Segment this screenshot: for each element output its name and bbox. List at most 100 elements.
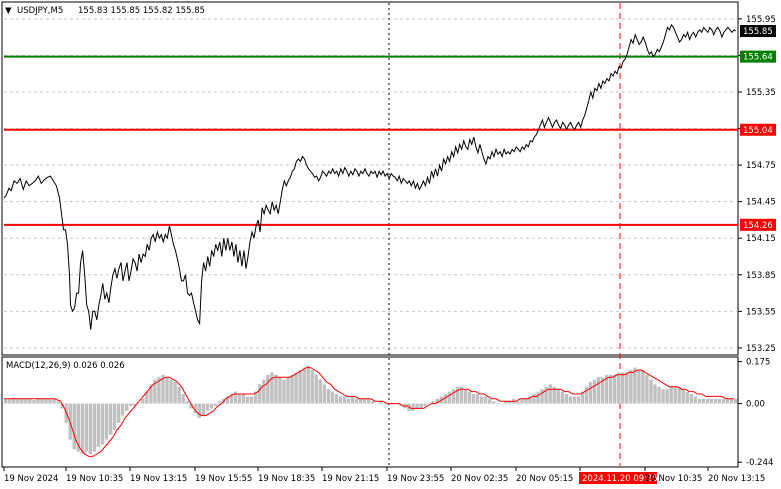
macd-hist-bar [496, 403, 500, 405]
macd-hist-bar [141, 398, 145, 404]
macd-hist-bar [338, 396, 343, 404]
macd-hist-bar [729, 398, 734, 404]
macd-hist-bar [342, 396, 347, 404]
macd-hist-bar [104, 403, 109, 440]
macd-hist-bar [383, 403, 387, 405]
macd-hist-bar [157, 377, 161, 404]
macd-hist-bar [673, 386, 677, 404]
price-tick-label: 154.15 [746, 234, 776, 244]
macd-histogram [4, 365, 738, 454]
macd-hist-bar [177, 386, 181, 404]
macd-hist-bar [229, 394, 234, 404]
macd-hist-bar [536, 391, 540, 404]
time-tick-label: 19 Nov 10:35 [66, 474, 123, 484]
level-tag-label: 154.26 [743, 221, 773, 231]
macd-tick-label: 0.00 [746, 400, 765, 410]
macd-hist-bar [629, 370, 633, 404]
macd-hist-bar [713, 398, 718, 404]
current-price-tag [740, 25, 776, 38]
macd-tick-label: -0.244 [746, 458, 773, 468]
price-tick-label: 154.75 [746, 161, 776, 171]
main-chart-frame[interactable] [1, 1, 739, 356]
chart-menu-triangle-icon[interactable]: ▼ [5, 6, 12, 16]
time-highlight-tag [579, 472, 657, 484]
macd-hist-bar [669, 386, 673, 404]
macd-hist-bar [548, 384, 552, 404]
macd-hist-bar [354, 398, 359, 404]
macd-hist-bar [423, 403, 427, 406]
macd-hist-bar [48, 398, 52, 404]
price-tick-label: 155.95 [746, 15, 776, 25]
level-tag-label: 155.04 [743, 126, 773, 136]
macd-hist-bar [137, 403, 141, 405]
macd-hist-bar [483, 396, 488, 404]
macd-hist-bar [625, 372, 629, 404]
macd-hist-bar [556, 389, 560, 404]
macd-hist-bar [270, 372, 274, 404]
current-price-label: 155.85 [743, 27, 773, 37]
price-levels [4, 55, 738, 226]
macd-hist-bar [560, 391, 564, 404]
macd-hist-bar [371, 401, 375, 404]
price-tick-label: 153.55 [746, 307, 776, 317]
macd-hist-bar [145, 391, 149, 404]
price-tick-label: 154.45 [746, 198, 776, 208]
macd-hist-bar [645, 374, 649, 404]
macd-hist-bar [185, 401, 189, 404]
macd-hist-bar [161, 374, 165, 404]
time-tick-label-highlighted: 2024.11.20 09:35 [582, 474, 658, 484]
macd-hist-bar [116, 403, 121, 423]
macd-hist-bar [621, 372, 625, 404]
macd-hist-bar [201, 403, 206, 416]
macd-hist-bar [701, 398, 706, 404]
macd-hist-bar [617, 372, 621, 404]
macd-hist-bar [40, 398, 44, 404]
macd-tick-label: 0.175 [746, 358, 770, 368]
macd-hist-bar [322, 384, 327, 404]
macd-hist-bar [306, 365, 310, 404]
macd-hist-bar [346, 398, 351, 404]
macd-hist-bar [463, 389, 468, 404]
macd-hist-bar [120, 403, 125, 416]
macd-hist-bar [467, 391, 472, 404]
macd-hist-bar [318, 379, 322, 404]
macd-hist-bar [358, 398, 363, 404]
macd-hist-bar [250, 396, 254, 404]
macd-hist-bar [330, 391, 335, 404]
macd-hist-bar [588, 382, 593, 404]
time-tick-label: 20 Nov 05:15 [516, 474, 573, 484]
macd-hist-bar [278, 377, 282, 404]
macd-hist-bar [266, 374, 270, 404]
macd-hist-bar [112, 403, 117, 430]
macd-hist-bar [443, 394, 447, 404]
macd-hist-bar [169, 379, 173, 404]
macd-hist-bar [72, 403, 76, 450]
level-tag-155.64 [740, 50, 776, 63]
macd-hist-bar [572, 396, 577, 404]
macd-hist-bar [435, 398, 439, 404]
price-series-line [3, 23, 737, 330]
macd-hist-bar [709, 398, 714, 404]
macd-hist-bar [479, 396, 484, 404]
macd-hist-bar [197, 403, 201, 418]
macd-hist-bar [8, 398, 12, 404]
macd-hist-bar [189, 403, 193, 409]
macd-hist-bar [149, 384, 153, 404]
macd-hist-bar [24, 398, 28, 404]
macd-hist-bar [310, 370, 314, 404]
macd-hist-bar [689, 394, 694, 404]
macd-hist-bar [366, 398, 371, 404]
macd-hist-bar [528, 396, 532, 404]
macd-hist-bar [661, 389, 665, 404]
macd-hist-bar [471, 394, 476, 404]
macd-hist-bar [685, 391, 689, 404]
macd-hist-bar [612, 374, 617, 404]
macd-hist-bar [16, 398, 20, 404]
macd-hist-bar [600, 377, 605, 404]
macd-hist-bar [475, 394, 480, 404]
macd-hist-bar [233, 391, 238, 404]
macd-hist-bar [298, 370, 302, 404]
macd-hist-bar [96, 403, 101, 447]
macd-hist-bar [451, 389, 456, 404]
